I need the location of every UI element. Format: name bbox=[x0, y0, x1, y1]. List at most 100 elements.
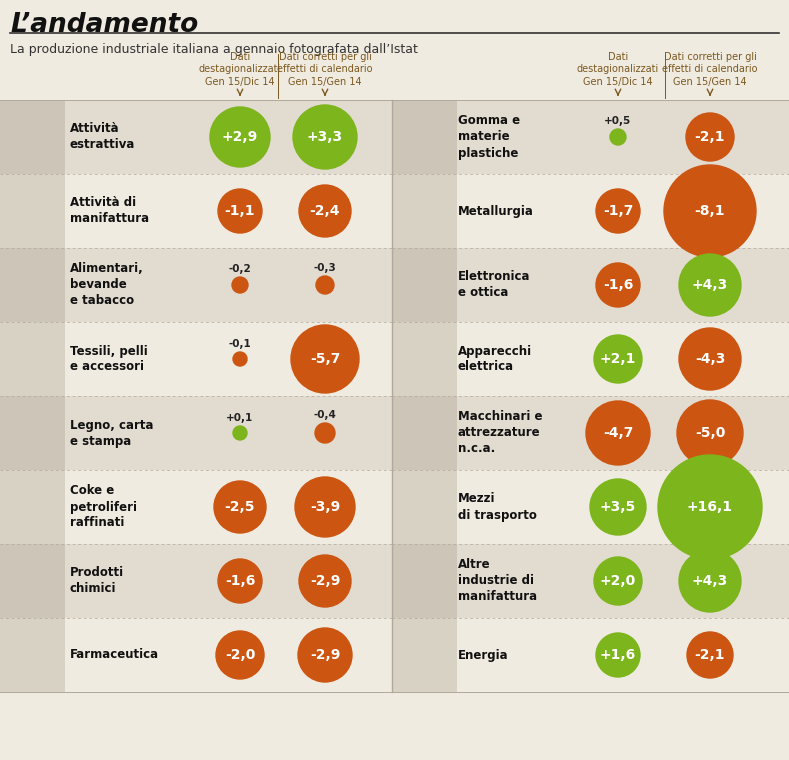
Circle shape bbox=[232, 277, 248, 293]
FancyBboxPatch shape bbox=[0, 174, 392, 248]
Circle shape bbox=[316, 276, 334, 294]
FancyBboxPatch shape bbox=[0, 544, 392, 618]
FancyBboxPatch shape bbox=[392, 618, 789, 692]
Text: -1,6: -1,6 bbox=[225, 574, 255, 588]
Circle shape bbox=[610, 129, 626, 145]
Circle shape bbox=[679, 328, 741, 390]
Circle shape bbox=[686, 113, 734, 161]
Circle shape bbox=[214, 481, 266, 533]
Text: Altre
industrie di
manifattura: Altre industrie di manifattura bbox=[458, 559, 537, 603]
FancyBboxPatch shape bbox=[392, 470, 789, 544]
Circle shape bbox=[594, 557, 642, 605]
Text: L’andamento: L’andamento bbox=[10, 12, 198, 38]
Text: -5,7: -5,7 bbox=[310, 352, 340, 366]
Circle shape bbox=[218, 189, 262, 233]
Text: Farmaceutica: Farmaceutica bbox=[70, 648, 159, 661]
Text: Alimentari,
bevande
e tabacco: Alimentari, bevande e tabacco bbox=[70, 262, 144, 308]
Text: Metallurgia: Metallurgia bbox=[458, 204, 534, 217]
FancyBboxPatch shape bbox=[0, 322, 65, 396]
Text: +0,1: +0,1 bbox=[226, 413, 253, 423]
Text: -3,9: -3,9 bbox=[310, 500, 340, 514]
FancyBboxPatch shape bbox=[392, 544, 789, 618]
FancyBboxPatch shape bbox=[392, 396, 457, 470]
Text: -1,7: -1,7 bbox=[603, 204, 634, 218]
FancyBboxPatch shape bbox=[0, 100, 65, 174]
FancyBboxPatch shape bbox=[0, 618, 392, 692]
FancyBboxPatch shape bbox=[392, 248, 789, 322]
Text: -4,7: -4,7 bbox=[603, 426, 634, 440]
Text: Legno, carta
e stampa: Legno, carta e stampa bbox=[70, 419, 154, 448]
FancyBboxPatch shape bbox=[392, 322, 457, 396]
Text: Dati
destagionalizzati
Gen 15/Dic 14: Dati destagionalizzati Gen 15/Dic 14 bbox=[577, 52, 659, 87]
Text: +3,3: +3,3 bbox=[307, 130, 343, 144]
Text: -0,2: -0,2 bbox=[229, 264, 252, 274]
FancyBboxPatch shape bbox=[392, 544, 457, 618]
Text: +4,3: +4,3 bbox=[692, 278, 728, 292]
Text: Macchinari e
attrezzature
n.c.a.: Macchinari e attrezzature n.c.a. bbox=[458, 410, 543, 455]
Circle shape bbox=[299, 185, 351, 237]
Text: Dati
destagionalizzati
Gen 15/Dic 14: Dati destagionalizzati Gen 15/Dic 14 bbox=[199, 52, 281, 87]
FancyBboxPatch shape bbox=[392, 618, 457, 692]
Circle shape bbox=[679, 254, 741, 316]
Circle shape bbox=[299, 555, 351, 607]
Text: -0,4: -0,4 bbox=[313, 410, 336, 420]
Text: +1,6: +1,6 bbox=[600, 648, 636, 662]
FancyBboxPatch shape bbox=[392, 174, 457, 248]
Text: La produzione industriale italiana a gennaio fotografata dall’Istat: La produzione industriale italiana a gen… bbox=[10, 43, 418, 56]
Text: Dati corretti per gli
effetti di calendario
Gen 15/Gen 14: Dati corretti per gli effetti di calenda… bbox=[277, 52, 372, 87]
Text: -2,9: -2,9 bbox=[310, 574, 340, 588]
Text: -2,5: -2,5 bbox=[225, 500, 256, 514]
FancyBboxPatch shape bbox=[392, 248, 457, 322]
FancyBboxPatch shape bbox=[392, 470, 457, 544]
Text: +2,0: +2,0 bbox=[600, 574, 636, 588]
FancyBboxPatch shape bbox=[0, 470, 65, 544]
FancyBboxPatch shape bbox=[0, 322, 392, 396]
Circle shape bbox=[596, 633, 640, 677]
Circle shape bbox=[677, 400, 743, 466]
Text: Apparecchi
elettrica: Apparecchi elettrica bbox=[458, 344, 532, 373]
Text: Mezzi
di trasporto: Mezzi di trasporto bbox=[458, 492, 537, 521]
Circle shape bbox=[218, 559, 262, 603]
Text: -0,1: -0,1 bbox=[229, 339, 252, 349]
Circle shape bbox=[590, 479, 646, 535]
Text: +4,3: +4,3 bbox=[692, 574, 728, 588]
Text: -8,1: -8,1 bbox=[695, 204, 725, 218]
Circle shape bbox=[298, 628, 352, 682]
Text: -1,1: -1,1 bbox=[225, 204, 256, 218]
FancyBboxPatch shape bbox=[392, 100, 457, 174]
FancyBboxPatch shape bbox=[0, 100, 392, 174]
Circle shape bbox=[586, 401, 650, 465]
Circle shape bbox=[596, 263, 640, 307]
Text: -2,0: -2,0 bbox=[225, 648, 255, 662]
Text: Elettronica
e ottica: Elettronica e ottica bbox=[458, 271, 530, 299]
Text: Energia: Energia bbox=[458, 648, 509, 661]
Circle shape bbox=[295, 477, 355, 537]
FancyBboxPatch shape bbox=[0, 618, 65, 692]
Text: +16,1: +16,1 bbox=[687, 500, 733, 514]
Circle shape bbox=[664, 165, 756, 257]
Text: -2,4: -2,4 bbox=[310, 204, 340, 218]
Text: -0,3: -0,3 bbox=[313, 263, 336, 273]
FancyBboxPatch shape bbox=[392, 396, 789, 470]
Circle shape bbox=[291, 325, 359, 393]
Circle shape bbox=[594, 335, 642, 383]
Text: -2,1: -2,1 bbox=[695, 130, 725, 144]
FancyBboxPatch shape bbox=[0, 470, 392, 544]
Circle shape bbox=[658, 455, 762, 559]
Circle shape bbox=[315, 423, 335, 443]
Circle shape bbox=[293, 105, 357, 169]
Text: +2,9: +2,9 bbox=[222, 130, 258, 144]
FancyBboxPatch shape bbox=[0, 248, 65, 322]
Text: -1,6: -1,6 bbox=[603, 278, 634, 292]
Text: Attività
estrattiva: Attività estrattiva bbox=[70, 122, 136, 151]
Circle shape bbox=[216, 631, 264, 679]
Text: Attività di
manifattura: Attività di manifattura bbox=[70, 197, 149, 226]
Circle shape bbox=[233, 352, 247, 366]
Text: Coke e
petroliferi
raffinati: Coke e petroliferi raffinati bbox=[70, 485, 137, 530]
FancyBboxPatch shape bbox=[0, 174, 65, 248]
Circle shape bbox=[679, 550, 741, 612]
FancyBboxPatch shape bbox=[392, 174, 789, 248]
FancyBboxPatch shape bbox=[392, 100, 789, 174]
Circle shape bbox=[596, 189, 640, 233]
FancyBboxPatch shape bbox=[0, 396, 65, 470]
